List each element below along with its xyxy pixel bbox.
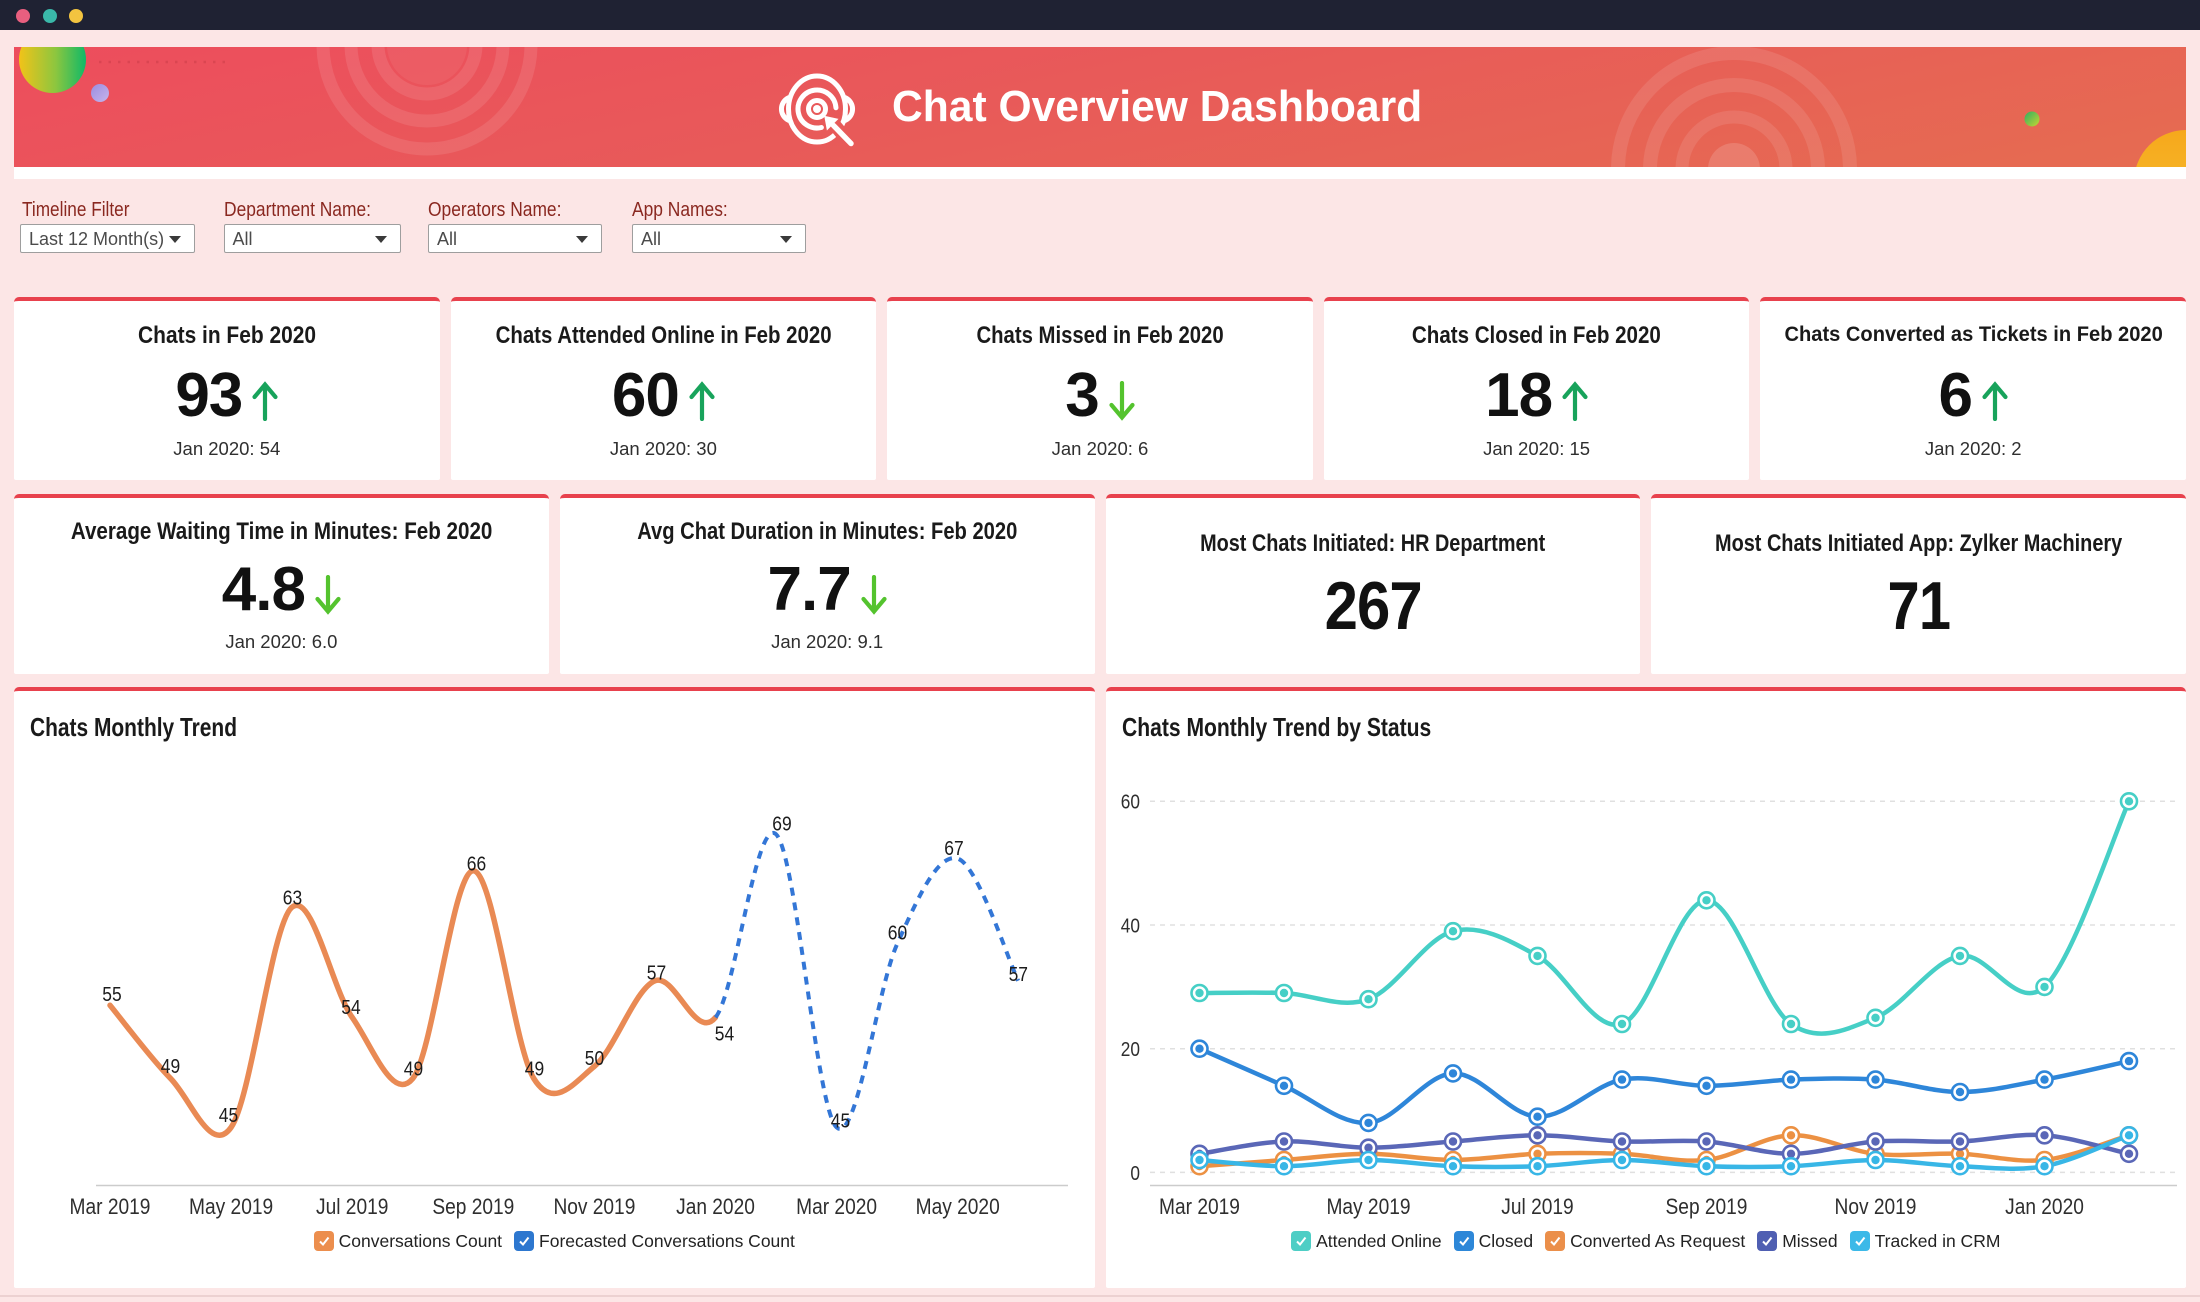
svg-text:Nov 2019: Nov 2019	[1834, 1194, 1916, 1219]
svg-text:49: 49	[525, 1057, 544, 1080]
svg-text:54: 54	[341, 995, 360, 1018]
svg-text:45: 45	[219, 1103, 238, 1126]
svg-text:69: 69	[772, 812, 791, 835]
svg-text:Jan 2020: Jan 2020	[2005, 1194, 2084, 1219]
svg-text:57: 57	[1009, 963, 1028, 986]
svg-text:Sep 2019: Sep 2019	[1665, 1194, 1747, 1219]
svg-text:Jul 2019: Jul 2019	[1501, 1194, 1573, 1219]
svg-text:May 2019: May 2019	[189, 1194, 273, 1219]
svg-text:54: 54	[715, 1022, 734, 1045]
svg-text:0: 0	[1130, 1161, 1140, 1184]
svg-text:55: 55	[102, 982, 121, 1005]
svg-text:50: 50	[585, 1046, 604, 1069]
svg-text:49: 49	[404, 1057, 423, 1080]
svg-text:63: 63	[283, 886, 302, 909]
svg-text:Mar 2019: Mar 2019	[70, 1194, 151, 1219]
svg-text:Mar 2019: Mar 2019	[1159, 1194, 1240, 1219]
svg-text:57: 57	[647, 961, 666, 984]
svg-text:60: 60	[888, 921, 907, 944]
svg-text:67: 67	[944, 836, 963, 859]
svg-text:45: 45	[831, 1109, 850, 1132]
svg-text:May 2019: May 2019	[1326, 1194, 1410, 1219]
svg-text:20: 20	[1120, 1038, 1139, 1061]
svg-text:60: 60	[1120, 790, 1139, 813]
svg-text:40: 40	[1120, 914, 1139, 937]
svg-text:Jan 2020: Jan 2020	[676, 1194, 755, 1219]
svg-text:Jul 2019: Jul 2019	[316, 1194, 388, 1219]
svg-text:Sep 2019: Sep 2019	[432, 1194, 514, 1219]
svg-text:May 2020: May 2020	[916, 1194, 1000, 1219]
svg-text:66: 66	[467, 852, 486, 875]
svg-text:Mar 2020: Mar 2020	[796, 1194, 877, 1219]
svg-text:Nov 2019: Nov 2019	[553, 1194, 635, 1219]
svg-text:49: 49	[161, 1054, 180, 1077]
